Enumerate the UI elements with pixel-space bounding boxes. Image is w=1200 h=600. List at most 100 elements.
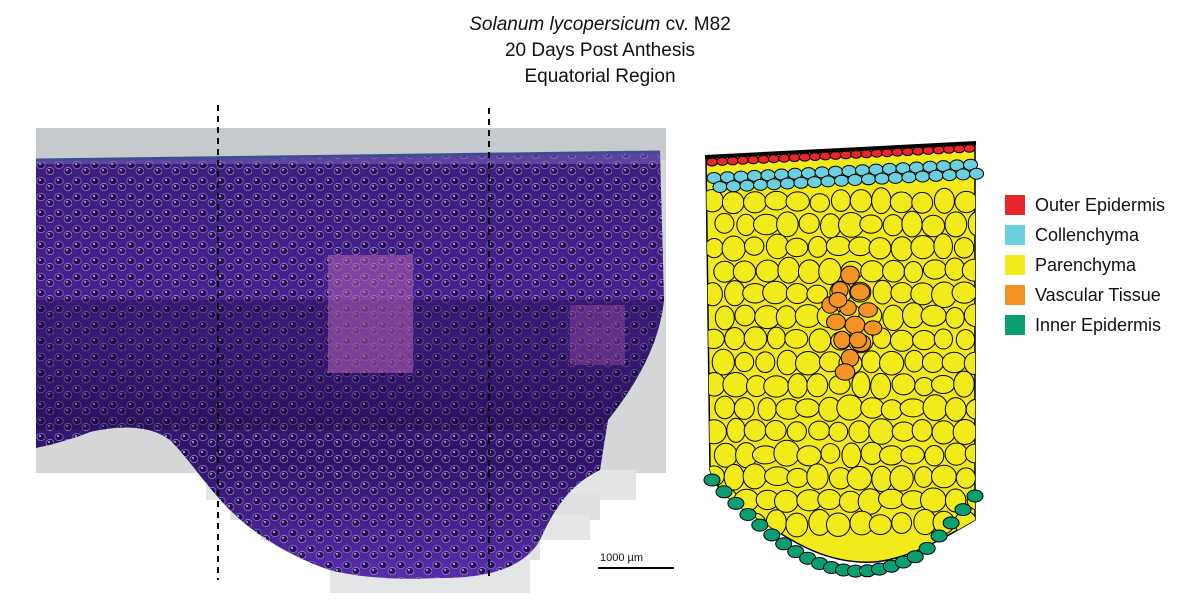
parenchyma-cell [963,351,975,376]
parenchyma-cell [714,212,735,234]
parenchyma-cell [872,279,893,305]
parenchyma-cell [755,351,776,374]
parenchyma-cell [825,512,851,537]
cuticle-line [704,141,977,159]
legend-label-parenchyma: Parenchyma [1035,254,1137,275]
parenchyma-cell [706,328,725,349]
parenchyma-cell [766,326,786,350]
parenchyma-cell [706,282,723,307]
parenchyma-cell [914,377,935,397]
inner-epidermis-cell [751,518,769,532]
parenchyma-cell [764,190,789,211]
inner-epidermis-cell [930,529,948,543]
parenchyma-cell [879,445,904,466]
parenchyma-cell [743,191,767,214]
parenchyma-cell [900,445,925,465]
parenchyma-cell [795,398,820,418]
parenchyma-cell [889,191,914,214]
parenchyma-cell [931,420,956,445]
parenchyma-cell [933,187,955,214]
parenchyma-cell [880,399,904,421]
parenchyma-cell [922,259,948,280]
parenchyma-cell [817,489,842,510]
parenchyma-cell [706,419,727,445]
parenchyma-cell [773,439,801,467]
outer-epidermis-cell [757,154,770,164]
parenchyma-cell [713,442,738,468]
inner-epidermis-cell [739,508,757,521]
parenchyma-cell [836,394,864,421]
parenchyma-cell [774,489,799,513]
outer-epidermis-cell [706,157,718,167]
outer-epidermis-cell [860,149,873,159]
parenchyma-cell [785,283,809,304]
parenchyma-cell [828,421,849,442]
parenchyma-cell [882,214,904,237]
parenchyma-cell [859,214,883,234]
parenchyma-cell [776,349,799,376]
collenchyma-cell [820,175,836,188]
legend-item-vascular-tissue: Vascular Tissue [1005,280,1165,310]
parenchyma-cell [903,261,924,283]
parenchyma-cell [807,236,828,258]
outer-epidermis-cell [716,156,729,166]
parenchyma-cell [890,282,914,304]
collenchyma-cell [726,180,741,193]
collenchyma-cell [942,169,957,182]
parenchyma-cell [797,259,821,285]
parenchyma-cell [944,397,967,422]
parenchyma-cell [846,465,872,491]
parenchyma-cell [952,419,975,445]
outer-epidermis-cell [912,146,924,156]
parenchyma-cell [722,372,750,398]
parenchyma-cell [825,236,852,256]
parenchyma-cell [921,351,945,373]
parenchyma-cell [912,330,936,351]
parenchyma-cell [743,419,767,442]
parenchyma-cell [871,465,893,493]
legend-item-parenchyma: Parenchyma [1005,250,1165,280]
collenchyma-cell [861,173,876,186]
legend-item-collenchyma: Collenchyma [1005,220,1165,250]
parenchyma-cell [721,191,745,215]
parenchyma-cell [879,350,905,376]
inner-epidermis-cell [763,528,781,542]
inner-epidermis-cell [775,537,793,551]
swatch-parenchyma [1005,255,1025,275]
parenchyma-cell [901,210,923,238]
parenchyma-cell [764,420,787,441]
parenchyma-cell [860,397,885,419]
parenchyma-cell [841,442,862,469]
swatch-collenchyma [1005,225,1025,245]
parenchyma-cells [706,187,975,538]
legend-label-collenchyma: Collenchyma [1035,224,1140,245]
vascular-bundle [821,265,883,381]
parenchyma-cell [891,421,916,442]
parenchyma-cell [765,233,790,260]
parenchyma-cell [953,370,975,398]
parenchyma-cell [891,373,916,396]
parenchyma-cell [796,445,822,467]
scale-bar [598,567,674,569]
parenchyma-cell [734,304,756,327]
parenchyma-cell [924,445,945,467]
parenchyma-cell [721,235,746,262]
parenchyma-cell [868,237,892,260]
parenchyma-cell [963,303,975,328]
parenchyma-cell [777,256,801,284]
collenchyma-cell [739,179,755,192]
tissue-legend: Outer Epidermis Collenchyma Parenchyma V… [1005,190,1165,340]
parenchyma-cell [806,373,829,398]
parenchyma-cell [849,189,873,213]
parenchyma-cell [786,421,807,442]
parenchyma-cell [736,213,756,236]
parenchyma-cell [784,329,809,349]
parenchyma-cell [931,375,956,394]
parenchyma-cell [933,233,954,260]
parenchyma-cell [785,512,809,538]
parenchyma-cell [945,307,965,329]
parenchyma-cell [820,213,842,239]
parenchyma-cell [944,257,966,281]
